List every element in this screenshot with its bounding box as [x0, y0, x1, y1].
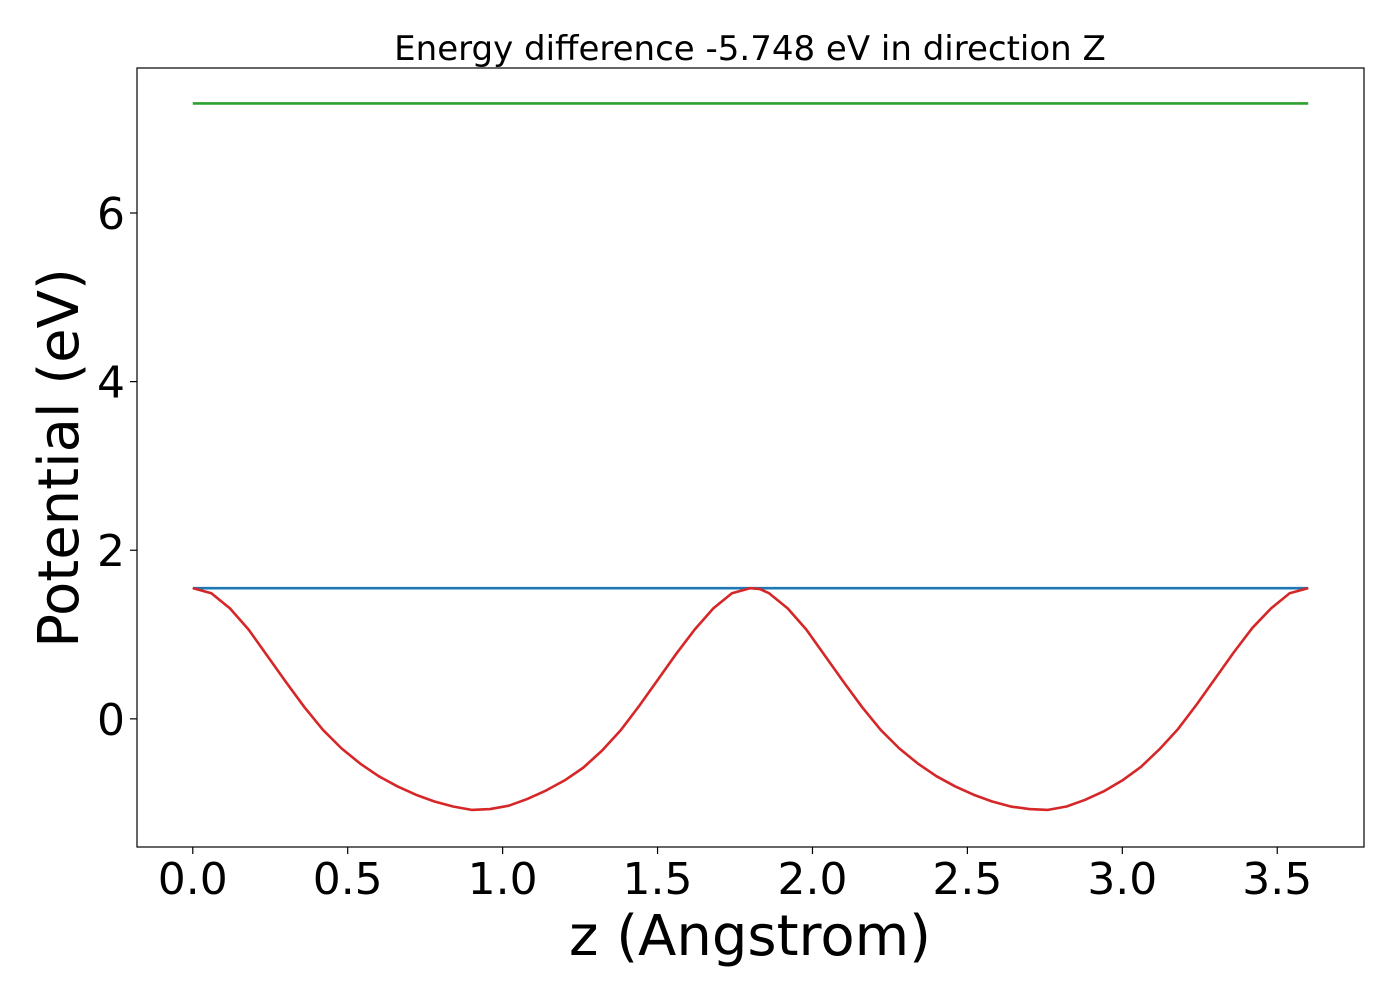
y-axis-label: Potential (eV)	[27, 268, 92, 648]
y-axis-ticks: 0 2 4 6	[97, 189, 137, 746]
red-potential-curve	[192, 586, 1309, 812]
plot-area: 0.0 0.5 1.0 1.5 2.0 2.5 3.0 3.5 0 2 4 6	[97, 67, 1365, 905]
chart-title: Energy difference -5.748 eV in direction…	[394, 29, 1106, 69]
x-tick-label: 2.5	[932, 854, 1002, 905]
y-tick-label: 4	[97, 358, 125, 409]
series-layer	[192, 102, 1309, 812]
x-tick-label: 3.5	[1242, 854, 1312, 905]
x-tick-label: 1.5	[623, 854, 693, 905]
y-tick-label: 6	[97, 189, 125, 240]
x-tick-label: 1.0	[468, 854, 538, 905]
x-axis-ticks: 0.0 0.5 1.0 1.5 2.0 2.5 3.0 3.5	[158, 847, 1312, 905]
y-tick-label: 2	[97, 526, 125, 577]
x-tick-label: 0.5	[313, 854, 383, 905]
plot-frame	[136, 67, 1365, 848]
x-tick-label: 3.0	[1087, 854, 1157, 905]
x-tick-label: 0.0	[158, 854, 228, 905]
y-tick-label: 0	[97, 695, 125, 746]
x-tick-label: 2.0	[777, 854, 847, 905]
x-axis-label: z (Angstrom)	[569, 904, 931, 969]
